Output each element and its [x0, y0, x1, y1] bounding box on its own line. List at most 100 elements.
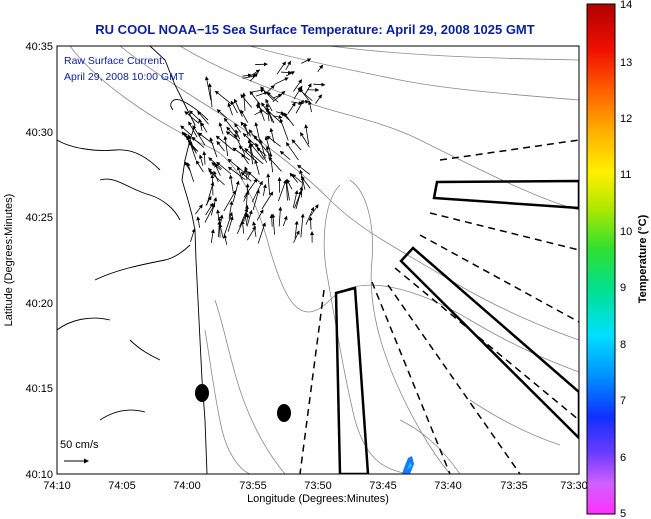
map-title: RU COOL NOAA−15 Sea Surface Temperature:…	[95, 22, 535, 37]
x-tick-labels: 74:10 74:05 74:00 73:55 73:50 73:45 73:4…	[43, 480, 588, 492]
current-vector-arrow	[225, 131, 240, 142]
current-vector-arrow	[294, 220, 299, 239]
current-vector-arrow	[285, 142, 299, 161]
current-vector-arrow	[313, 82, 326, 87]
surface-current-vectors	[180, 58, 326, 245]
current-vector-arrow	[254, 159, 260, 175]
current-vector-arrow	[293, 79, 303, 92]
current-vector-arrow	[301, 58, 312, 64]
colorbar-tick-label: 12	[620, 113, 632, 125]
current-vector-arrow	[252, 189, 260, 211]
current-vector-arrow	[283, 112, 295, 127]
current-vector-arrow	[293, 85, 303, 100]
current-vector-arrow	[265, 103, 270, 122]
current-vector-arrow	[291, 101, 303, 106]
x-axis-label: Longitude (Degrees:Minutes)	[247, 493, 389, 505]
current-vector-arrow	[254, 122, 261, 143]
y-tick-label: 40:20	[25, 298, 53, 310]
y-tick-label: 40:10	[25, 469, 53, 481]
colorbar-tick-label: 8	[620, 339, 626, 351]
colorbar-tick-label: 10	[620, 226, 632, 238]
current-vector-arrow	[278, 179, 287, 202]
current-vector-arrow	[214, 90, 232, 105]
current-vector-arrow	[209, 170, 225, 186]
current-vector-arrow	[305, 206, 315, 225]
x-tick-label: 73:50	[304, 480, 332, 492]
current-vector-arrow	[267, 84, 275, 93]
current-vector-arrow	[315, 94, 322, 104]
colorbar-ticks: 14 13 12 11 10 9 8 7 6 5	[620, 0, 632, 519]
current-vector-arrow	[190, 228, 196, 242]
current-vector-arrow	[215, 135, 235, 152]
current-vector-arrow	[209, 137, 218, 158]
current-vector-arrow	[235, 129, 241, 140]
current-vector-arrow	[196, 216, 201, 228]
current-vector-arrow	[241, 153, 249, 165]
x-tick-label: 73:45	[369, 480, 397, 492]
current-vector-arrow	[282, 215, 288, 227]
radar-station-marker	[195, 384, 209, 402]
colorbar-title: Temperature (°C)	[637, 214, 649, 303]
current-vector-arrow	[255, 104, 268, 115]
current-vector-arrow	[250, 69, 261, 76]
current-vector-arrow	[253, 135, 270, 154]
map-area	[57, 46, 579, 474]
current-vector-arrow	[230, 100, 238, 114]
current-vector-arrow	[244, 166, 250, 178]
current-vector-arrow	[213, 170, 219, 183]
current-vector-arrow	[285, 60, 291, 71]
current-vector-arrow	[216, 140, 225, 152]
colorbar: 14 13 12 11 10 9 8 7 6 5 Temperature (°C…	[586, 0, 649, 519]
current-vector-arrow	[254, 110, 264, 116]
x-tick-label: 73:55	[239, 480, 267, 492]
current-vector-arrow	[271, 213, 276, 235]
current-vector-arrow	[292, 190, 299, 208]
current-vector-arrow	[249, 72, 258, 82]
y-tick-label: 40:25	[25, 212, 53, 224]
current-vector-arrow	[216, 161, 232, 175]
x-tick-label: 73:30	[560, 480, 588, 492]
current-vector-arrow	[267, 109, 273, 123]
plot-frame	[56, 45, 580, 475]
colorbar-tick-label: 11	[620, 169, 631, 181]
colorbar-gradient	[586, 3, 616, 515]
current-vector-arrow	[206, 181, 215, 206]
current-vector-arrow	[276, 111, 285, 115]
current-vector-arrow	[186, 135, 194, 151]
current-vector-arrow	[259, 139, 266, 159]
current-vector-arrow	[279, 150, 291, 161]
current-vector-arrow	[317, 64, 324, 73]
y-axis-label: Latitude (Degrees:Minutes)	[3, 194, 15, 327]
current-vector-arrow	[243, 190, 249, 202]
current-vector-arrow	[300, 213, 305, 238]
current-vector-arrow	[195, 204, 203, 215]
y-tick-label: 40:35	[25, 41, 53, 53]
current-vector-arrow	[236, 165, 243, 180]
y-tick-label: 40:30	[25, 127, 53, 139]
current-vector-arrow	[256, 209, 264, 221]
current-vector-arrow	[241, 92, 246, 111]
current-vector-arrow	[268, 152, 274, 173]
current-vector-arrow	[245, 183, 250, 208]
current-vector-arrow	[272, 93, 283, 99]
current-vector-arrow	[218, 223, 224, 239]
current-vector-arrow	[265, 145, 270, 158]
current-vector-arrow	[287, 102, 296, 114]
current-vector-arrow	[247, 171, 260, 183]
current-vector-arrow	[308, 216, 313, 230]
current-vector-arrow	[272, 114, 283, 119]
current-vector-arrow	[227, 166, 246, 180]
scale-label: 50 cm/s	[60, 439, 99, 451]
current-vector-arrow	[204, 202, 216, 223]
y-tick-labels: 40:35 40:30 40:25 40:20 40:15 40:10	[25, 41, 53, 481]
current-vector-arrow	[279, 118, 289, 141]
current-vector-arrow	[232, 180, 240, 203]
current-vector-arrow	[223, 234, 228, 245]
colorbar-tick-label: 14	[620, 0, 632, 11]
current-vector-arrow	[297, 164, 311, 175]
colorbar-tick-label: 6	[620, 452, 626, 464]
x-tick-label: 74:10	[43, 480, 71, 492]
current-vector-arrow	[204, 76, 212, 101]
current-vector-arrow	[240, 94, 253, 108]
